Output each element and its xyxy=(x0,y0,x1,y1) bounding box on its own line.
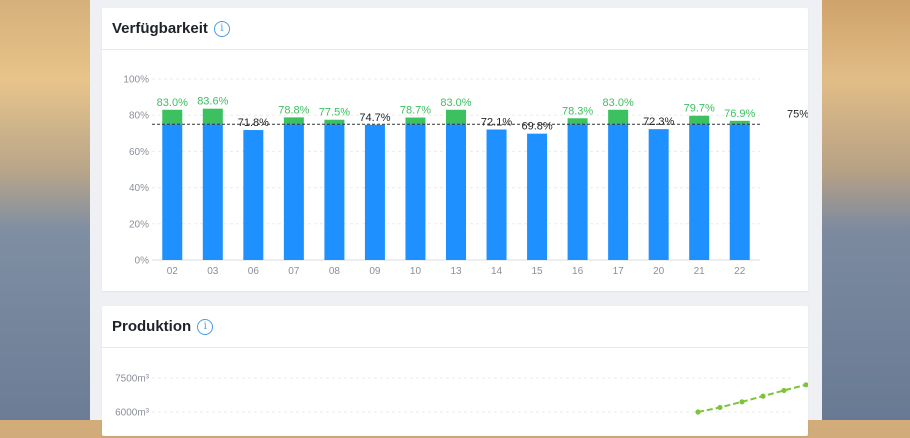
bar-above-threshold[interactable] xyxy=(689,115,710,125)
x-tick-label: 17 xyxy=(613,266,625,277)
x-tick-label: 03 xyxy=(207,266,219,277)
bar-above-threshold[interactable] xyxy=(446,109,466,125)
x-tick-label: 09 xyxy=(369,266,381,277)
x-tick-label: 10 xyxy=(410,266,422,277)
x-tick-label: 20 xyxy=(653,266,665,277)
bar-value-label: 72.1% xyxy=(481,116,512,128)
y-tick-label: 6000m³ xyxy=(115,408,150,419)
data-point[interactable] xyxy=(739,399,745,405)
data-point[interactable] xyxy=(760,393,766,399)
bar-value-label: 76.9% xyxy=(724,108,755,120)
info-icon[interactable]: i xyxy=(197,318,214,335)
availability-chart: 83.0% 83.6% 71.8% 78.8% 77.5% 74.7% 78.7% 83.0%… xyxy=(123,75,808,278)
bar-above-threshold[interactable] xyxy=(729,120,750,125)
availability-header: Verfügbarkeit i xyxy=(102,8,808,50)
bar[interactable] xyxy=(405,124,426,260)
dashboard-panel: Verfügbarkeit i 83.0% 83.6% 71.8% 78.8% 77.5… xyxy=(90,0,822,436)
bar-value-label: 77.5% xyxy=(319,107,350,119)
x-tick-label: 07 xyxy=(288,266,300,277)
bar[interactable] xyxy=(364,124,385,260)
bar[interactable] xyxy=(162,124,183,260)
info-icon[interactable]: i xyxy=(213,20,230,37)
data-point[interactable] xyxy=(717,404,723,411)
bar-value-label: 74.7% xyxy=(359,112,390,124)
production-card: Produktion i 6000m³ 7500m³ xyxy=(102,306,808,436)
bar[interactable] xyxy=(486,129,507,260)
bar[interactable] xyxy=(243,130,264,260)
bar-above-threshold[interactable] xyxy=(162,109,183,125)
bar[interactable] xyxy=(608,124,629,260)
data-point[interactable] xyxy=(803,382,808,388)
y-tick-label: 0% xyxy=(135,256,150,267)
bar-above-threshold[interactable] xyxy=(283,117,304,125)
bar[interactable] xyxy=(202,124,223,260)
bar[interactable] xyxy=(283,124,304,260)
x-tick-label: 21 xyxy=(694,266,706,277)
x-tick-label: 13 xyxy=(450,266,462,277)
availability-card: Verfügbarkeit i 83.0% 83.6% 71.8% 78.8% 77.5… xyxy=(102,8,808,291)
bar[interactable] xyxy=(648,129,669,260)
x-tick-label: 14 xyxy=(491,266,503,277)
bar-value-label: 78.8% xyxy=(278,104,309,116)
bar-value-label: 69.8% xyxy=(521,121,552,133)
y-tick-label: 100% xyxy=(123,75,149,86)
x-tick-label: 22 xyxy=(734,266,746,277)
bar-value-label: 83.0% xyxy=(157,97,188,109)
bar[interactable] xyxy=(527,133,548,260)
threshold-label: 75% xyxy=(787,108,808,120)
bar[interactable] xyxy=(324,124,345,260)
y-tick-label: 7500m³ xyxy=(115,374,150,385)
x-tick-label: 06 xyxy=(248,266,260,277)
x-tick-label: 15 xyxy=(532,266,544,277)
bar[interactable] xyxy=(446,124,466,260)
bar-above-threshold[interactable] xyxy=(202,108,223,125)
availability-title: Verfügbarkeit xyxy=(112,20,208,37)
x-tick-label: 16 xyxy=(572,266,584,277)
y-tick-label: 20% xyxy=(129,219,149,230)
bar-value-label: 83.0% xyxy=(440,97,471,109)
bar-value-label: 78.7% xyxy=(400,105,431,117)
y-tick-label: 40% xyxy=(129,183,149,194)
bar-above-threshold[interactable] xyxy=(608,109,629,125)
data-point[interactable] xyxy=(781,387,787,394)
production-chart: 6000m³ 7500m³ xyxy=(115,374,808,419)
x-tick-label: 02 xyxy=(167,266,179,277)
background-left xyxy=(0,0,90,420)
bar-value-label: 72.3% xyxy=(643,116,674,128)
bar-above-threshold[interactable] xyxy=(567,118,588,125)
bar[interactable] xyxy=(567,124,588,260)
bar-value-label: 79.7% xyxy=(684,103,715,115)
production-header: Produktion i xyxy=(102,306,808,348)
y-tick-label: 60% xyxy=(129,147,149,158)
production-title: Produktion xyxy=(112,318,192,335)
bar-value-label: 83.6% xyxy=(197,96,228,108)
y-tick-label: 80% xyxy=(129,111,149,122)
bar[interactable] xyxy=(729,124,750,260)
production-line xyxy=(697,383,807,413)
data-point[interactable] xyxy=(695,409,701,415)
bar[interactable] xyxy=(689,124,710,260)
background-right xyxy=(820,0,910,420)
bar-value-label: 83.0% xyxy=(603,97,634,109)
bar-value-label: 78.3% xyxy=(562,105,593,117)
x-tick-label: 08 xyxy=(329,266,341,277)
bar-value-label: 71.8% xyxy=(238,117,269,129)
bar-above-threshold[interactable] xyxy=(405,117,426,125)
bar-above-threshold[interactable] xyxy=(324,119,345,125)
